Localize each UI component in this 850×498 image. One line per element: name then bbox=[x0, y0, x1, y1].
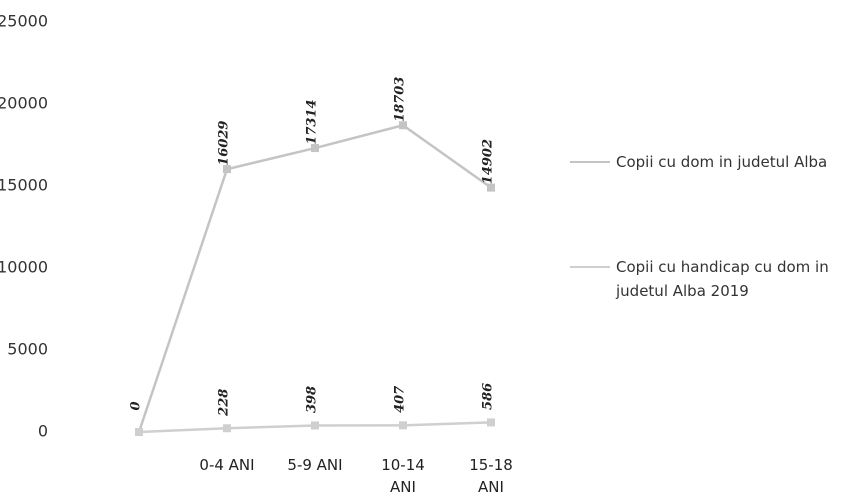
legend-label: Copii cu handicap cu dom in judetul Alba… bbox=[616, 258, 829, 300]
x-tick-label: 0-4 ANI bbox=[199, 456, 255, 474]
data-label: 228 bbox=[217, 389, 232, 417]
point bbox=[487, 418, 495, 427]
point bbox=[311, 144, 319, 153]
point bbox=[135, 428, 143, 436]
data-label: 16029 bbox=[217, 121, 232, 166]
point bbox=[311, 421, 319, 430]
data-label: 17314 bbox=[305, 99, 320, 144]
x-tick-label: 10-14 ANI bbox=[381, 456, 425, 496]
legend-swatch bbox=[570, 266, 610, 268]
y-tick-label: 25000 bbox=[0, 12, 48, 31]
data-label: 14902 bbox=[481, 139, 496, 184]
point bbox=[223, 424, 231, 433]
y-tick-label: 5000 bbox=[7, 340, 48, 359]
point bbox=[223, 165, 231, 174]
data-label: 18703 bbox=[393, 77, 408, 122]
data-label: 398 bbox=[305, 386, 320, 413]
data-label: 407 bbox=[393, 386, 408, 413]
y-tick-label: 15000 bbox=[0, 176, 48, 195]
y-tick-label: 10000 bbox=[0, 258, 48, 277]
data-label: 586 bbox=[481, 383, 496, 410]
legend-label: Copii cu dom in judetul Alba bbox=[616, 153, 828, 171]
point bbox=[399, 421, 407, 430]
x-tick-label: 5-9 ANI bbox=[287, 456, 343, 474]
x-tick-label: 15-18 ANI bbox=[469, 456, 513, 496]
point bbox=[399, 121, 407, 130]
y-tick-label: 0 bbox=[38, 422, 48, 441]
point bbox=[487, 183, 495, 192]
y-tick-label: 20000 bbox=[0, 94, 48, 113]
data-label: 0 bbox=[129, 401, 144, 410]
legend-swatch bbox=[570, 161, 610, 163]
